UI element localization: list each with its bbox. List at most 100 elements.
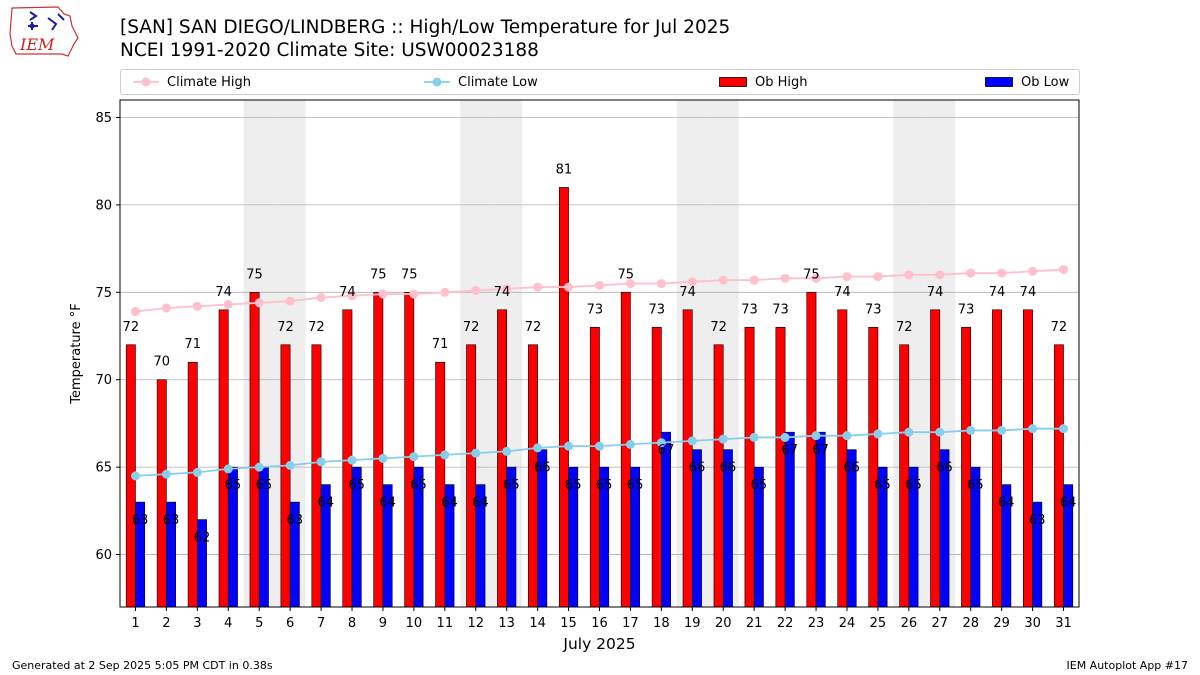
x-tick-label-8: 8 (348, 616, 356, 631)
x-tick-label-22: 22 (777, 616, 794, 631)
ob-high-label-day-17: 75 (618, 267, 635, 282)
ob-high-bar-day-15 (558, 187, 569, 608)
x-tick-label-21: 21 (746, 616, 763, 631)
climate-low-point-day-20 (718, 434, 728, 444)
ob-high-label-day-28: 73 (958, 302, 975, 317)
ob-high-bar-day-12 (466, 344, 477, 608)
climate-high-point-day-22 (780, 273, 790, 283)
x-tick-label-12: 12 (467, 616, 484, 631)
climate-high-point-day-26 (904, 270, 914, 280)
chart-subtitle: NCEI 1991-2020 Climate Site: USW00023188 (120, 40, 539, 61)
x-tick-label-26: 26 (901, 616, 918, 631)
legend-item-ob-low: Ob Low (985, 70, 1069, 94)
chart-legend: Climate High Climate Low Ob High Ob Low (120, 69, 1080, 95)
ob-low-label-day-5: 65 (256, 478, 273, 493)
ob-high-label-day-27: 74 (927, 285, 944, 300)
ob-high-label-day-18: 73 (648, 302, 665, 317)
x-tick-label-4: 4 (224, 616, 232, 631)
climate-low-point-day-11 (440, 450, 450, 460)
legend-ob-high-swatch (719, 77, 747, 87)
y-tick-label-80: 80 (95, 198, 112, 213)
climate-high-point-day-19 (687, 277, 697, 287)
ob-high-bar-day-3 (187, 361, 198, 608)
x-tick-label-29: 29 (993, 616, 1010, 631)
ob-low-label-day-7: 64 (317, 496, 334, 511)
y-axis-label: Temperature °F (69, 303, 84, 404)
ob-low-label-day-9: 64 (379, 496, 396, 511)
ob-high-bar-day-28 (961, 326, 972, 608)
ob-high-bar-day-30 (1023, 309, 1033, 608)
x-tick-label-13: 13 (498, 616, 515, 631)
ob-high-bar-day-4 (218, 309, 229, 608)
ob-low-label-day-27: 66 (936, 461, 953, 476)
climate-high-point-day-6 (285, 296, 295, 306)
climate-low-point-day-21 (749, 432, 759, 442)
ob-high-label-day-1: 72 (123, 320, 140, 335)
ob-high-label-day-10: 75 (401, 267, 418, 282)
ob-low-label-day-3: 62 (194, 531, 211, 546)
climate-high-point-day-1 (130, 307, 140, 317)
climate-low-point-day-5 (254, 462, 264, 472)
ob-high-label-day-5: 75 (246, 267, 263, 282)
x-tick-label-7: 7 (317, 616, 325, 631)
legend-item-climate-low: Climate Low (424, 70, 538, 94)
ob-low-label-day-25: 65 (874, 478, 891, 493)
x-tick-label-23: 23 (808, 616, 825, 631)
ob-high-bar-day-24 (837, 309, 848, 608)
ob-low-label-day-15: 65 (565, 478, 582, 493)
climate-high-point-day-16 (595, 280, 604, 290)
climate-high-point-day-13 (502, 284, 512, 294)
ob-high-bar-day-7 (311, 344, 322, 608)
ob-high-bar-day-21 (744, 326, 755, 608)
x-tick-label-31: 31 (1055, 616, 1072, 631)
ob-high-label-day-31: 72 (1051, 320, 1068, 335)
ob-high-label-day-23: 75 (803, 267, 820, 282)
ob-high-label-day-21: 73 (741, 302, 758, 317)
climate-low-point-day-1 (130, 471, 140, 481)
climate-low-point-day-3 (192, 467, 202, 477)
ob-low-label-day-28: 65 (967, 478, 984, 493)
y-tick-label-70: 70 (95, 373, 112, 388)
climate-high-point-day-5 (254, 298, 264, 308)
climate-low-point-day-4 (223, 464, 233, 474)
ob-low-label-day-19: 66 (689, 461, 706, 476)
ob-low-label-day-23: 67 (812, 443, 829, 458)
climate-low-point-day-16 (595, 441, 604, 451)
ob-low-label-day-17: 65 (627, 478, 644, 493)
x-tick-label-1: 1 (131, 616, 139, 631)
climate-high-point-day-29 (997, 268, 1007, 278)
ob-high-label-day-26: 72 (896, 320, 913, 335)
climate-high-point-day-30 (1028, 266, 1038, 276)
ob-low-label-day-6: 63 (287, 513, 304, 528)
ob-low-label-day-29: 64 (998, 496, 1015, 511)
ob-high-bar-day-17 (620, 292, 631, 608)
y-tick-label-60: 60 (95, 548, 112, 563)
legend-climate-low-label: Climate Low (458, 74, 538, 90)
ob-low-label-day-20: 66 (720, 461, 737, 476)
ob-low-label-day-8: 65 (348, 478, 365, 493)
climate-high-point-day-18 (656, 279, 666, 289)
ob-low-bar-day-18 (661, 431, 671, 608)
iem-logo: IEM (9, 6, 79, 57)
logo-text: IEM (19, 35, 55, 54)
x-tick-label-6: 6 (286, 616, 294, 631)
ob-low-label-day-21: 65 (751, 478, 768, 493)
legend-ob-low-label: Ob Low (1021, 74, 1070, 90)
climate-high-point-day-27 (935, 270, 945, 280)
climate-low-point-day-18 (656, 438, 666, 448)
ob-high-label-day-14: 72 (525, 320, 542, 335)
ob-high-label-day-8: 74 (339, 285, 356, 300)
climate-high-point-day-9 (378, 289, 388, 299)
climate-high-point-day-4 (223, 300, 233, 310)
ob-high-bar-day-22 (775, 326, 786, 608)
x-tick-label-30: 30 (1024, 616, 1041, 631)
ob-low-label-day-24: 66 (843, 461, 860, 476)
ob-high-bar-day-19 (682, 309, 693, 608)
ob-high-bar-day-5 (249, 292, 260, 608)
legend-item-climate-high: Climate High (133, 70, 251, 94)
climate-high-point-day-24 (842, 272, 852, 282)
x-tick-label-14: 14 (529, 616, 546, 631)
x-tick-label-16: 16 (591, 616, 608, 631)
climate-low-point-day-24 (842, 431, 852, 441)
